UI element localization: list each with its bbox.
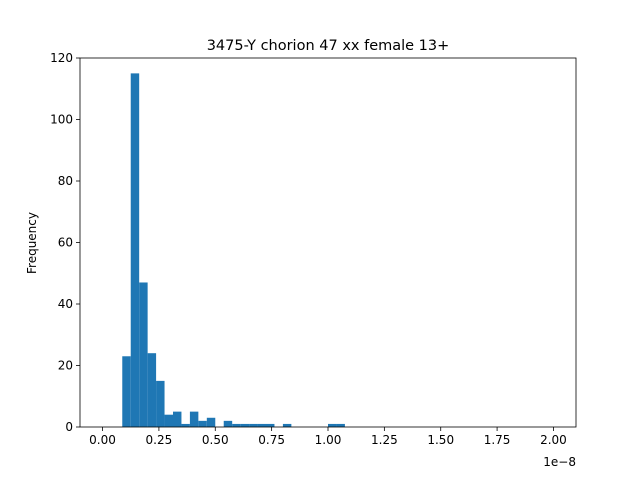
chart-title: 3475-Y chorion 47 xx female 13+ xyxy=(207,38,450,54)
y-tick-label: 40 xyxy=(58,297,73,311)
histogram-bar xyxy=(232,423,241,427)
histogram-bar xyxy=(173,411,182,428)
histogram-bar xyxy=(328,423,337,427)
histogram-bar xyxy=(282,423,292,427)
histogram-bar xyxy=(206,417,216,427)
histogram-bar xyxy=(156,380,165,428)
x-tick-label: 1.25 xyxy=(371,433,398,447)
x-axis-offset-label: 1e−8 xyxy=(543,455,576,469)
histogram-bar xyxy=(223,420,233,427)
y-tick-label: 80 xyxy=(58,174,73,188)
histogram-bar xyxy=(130,73,140,428)
x-tick-label: 1.00 xyxy=(315,433,342,447)
histogram-bar xyxy=(139,282,148,427)
y-tick-label: 120 xyxy=(50,51,73,65)
bars-group xyxy=(122,73,345,428)
x-tick-label: 2.00 xyxy=(540,433,567,447)
histogram-bar xyxy=(249,423,258,427)
histogram-bar xyxy=(122,356,131,427)
x-tick-label: 0.25 xyxy=(146,433,173,447)
y-axis: 0 20 40 60 80 100 120 xyxy=(50,51,80,434)
histogram-bar xyxy=(240,423,250,427)
y-tick-label: 100 xyxy=(50,113,73,127)
y-tick-label: 60 xyxy=(58,236,73,250)
y-tick-label: 20 xyxy=(58,359,73,373)
histogram-bar xyxy=(336,423,345,427)
histogram-bar xyxy=(189,411,199,428)
histogram-bar xyxy=(181,423,190,427)
x-tick-label: 0.50 xyxy=(202,433,229,447)
y-axis-label: Frequency xyxy=(25,212,39,274)
x-tick-label: 1.75 xyxy=(484,433,511,447)
histogram-bar xyxy=(266,423,275,427)
histogram-bar xyxy=(198,420,207,427)
x-tick-label: 0.75 xyxy=(258,433,285,447)
x-tick-label: 1.50 xyxy=(427,433,454,447)
histogram-bar xyxy=(257,423,266,427)
histogram-bar xyxy=(147,353,157,427)
x-tick-label: 0.00 xyxy=(89,433,116,447)
histogram-bar xyxy=(164,414,173,427)
x-axis: 0.00 0.25 0.50 0.75 1.00 1.25 1.50 1.75 2.00 xyxy=(89,427,567,447)
y-tick-label: 0 xyxy=(65,420,73,434)
